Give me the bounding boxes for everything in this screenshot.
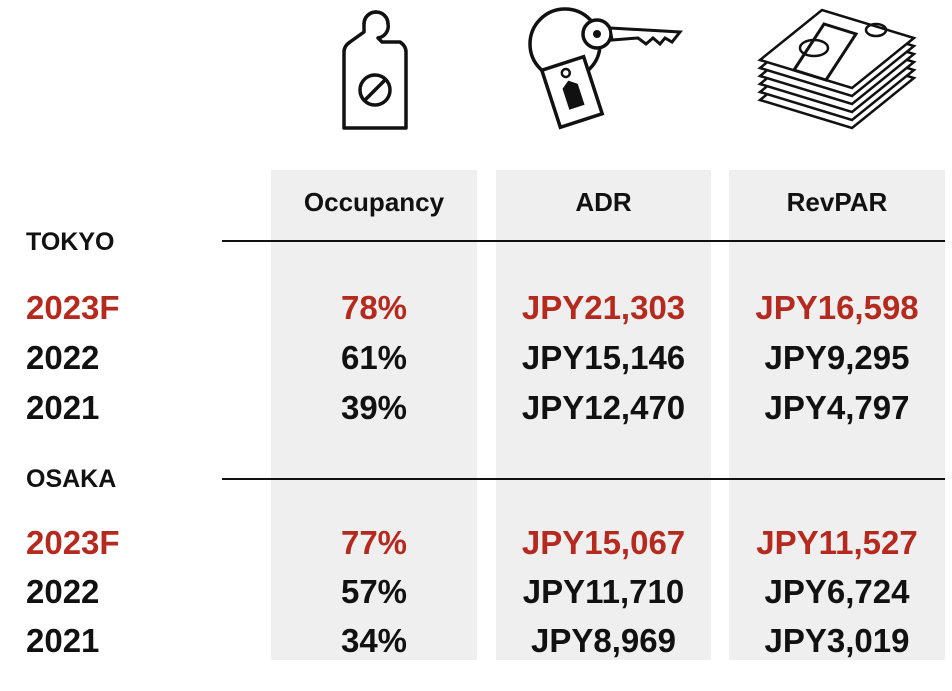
adr-value: JPY15,146: [521, 339, 686, 376]
occupancy-value: 39%: [340, 389, 408, 426]
revpar-value: JPY6,724: [764, 573, 910, 610]
adr-value: JPY15,067: [521, 524, 686, 561]
table-row: 2021 34% JPY8,969 JPY3,019: [0, 618, 952, 664]
occupancy-value: 34%: [340, 622, 408, 659]
money-stack-icon: [757, 8, 917, 130]
table-row: 2022 57% JPY11,710 JPY6,724: [0, 569, 952, 615]
adr-value: JPY12,470: [521, 389, 686, 426]
table-row: 2022 61% JPY15,146 JPY9,295: [0, 335, 952, 381]
column-header-revpar: RevPAR: [786, 187, 888, 217]
occupancy-column-background: [271, 170, 477, 660]
occupancy-value: 61%: [340, 339, 408, 376]
revpar-value: JPY11,527: [756, 524, 918, 561]
revpar-value: JPY9,295: [764, 339, 910, 376]
section-divider: [222, 478, 945, 480]
adr-value: JPY8,969: [531, 622, 676, 659]
adr-column-background: [496, 170, 711, 660]
year-label: 2021: [26, 389, 100, 426]
revpar-value: JPY16,598: [755, 289, 919, 326]
year-label: 2022: [26, 339, 100, 376]
year-label: 2023F: [26, 289, 120, 326]
revpar-value: JPY4,797: [764, 389, 910, 426]
occupancy-value: 77%: [340, 524, 408, 561]
year-label: 2022: [26, 573, 100, 610]
occupancy-value: 78%: [340, 289, 408, 326]
section-divider: [222, 240, 945, 242]
city-label-tokyo: TOKYO: [26, 228, 115, 256]
door-hanger-icon: [342, 10, 408, 130]
year-label: 2021: [26, 622, 100, 659]
table-row: 2023F 77% JPY15,067 JPY11,527: [0, 520, 952, 566]
table-row: 2023F 78% JPY21,303 JPY16,598: [0, 285, 952, 331]
occupancy-value: 57%: [340, 573, 408, 610]
year-label: 2023F: [26, 524, 120, 561]
revpar-value: JPY3,019: [764, 622, 910, 659]
adr-value: JPY11,710: [522, 573, 685, 610]
key-with-tag-icon: [528, 7, 683, 130]
table-row: 2021 39% JPY12,470 JPY4,797: [0, 385, 952, 431]
revpar-column-background: [729, 170, 945, 660]
column-header-occupancy: Occupancy: [303, 187, 445, 217]
city-label-osaka: OSAKA: [26, 465, 117, 493]
adr-value: JPY21,303: [521, 289, 686, 326]
column-header-adr: ADR: [575, 187, 632, 217]
